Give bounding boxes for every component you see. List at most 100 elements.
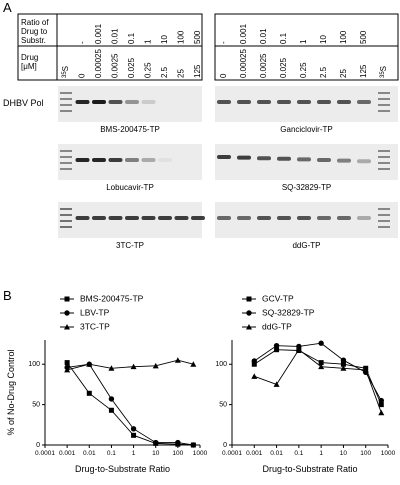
legend-label: ddG-TP bbox=[262, 321, 292, 331]
gel-band bbox=[92, 158, 106, 162]
y-tick-label: 0 bbox=[36, 442, 40, 449]
gel-caption: 3TC-TP bbox=[116, 241, 144, 250]
marker bbox=[295, 346, 302, 353]
drug-cell: 0.25 bbox=[144, 62, 153, 78]
gel-band bbox=[60, 168, 72, 170]
ratio-cell: 1 bbox=[144, 39, 153, 44]
legend-label: 3TC-TP bbox=[80, 321, 110, 331]
y-axis-label: % of No-Drug Control bbox=[6, 349, 16, 435]
row-header: Ratio of bbox=[21, 18, 49, 27]
gel-band bbox=[337, 100, 351, 104]
x-tick-label: 10 bbox=[340, 450, 348, 457]
marker bbox=[130, 426, 137, 432]
drug-cell: 0.025 bbox=[127, 57, 136, 78]
marker bbox=[64, 324, 70, 330]
ratio-cell: 10 bbox=[319, 35, 328, 44]
gel-band bbox=[108, 216, 123, 220]
ratio-cell: 500 bbox=[193, 30, 202, 44]
y-tick-label: 0 bbox=[223, 442, 227, 449]
marker bbox=[340, 361, 346, 367]
x-tick-label: 0.01 bbox=[270, 450, 283, 457]
drug-cell: 0.25 bbox=[299, 62, 308, 78]
gel-band bbox=[158, 216, 172, 220]
gel-band bbox=[378, 220, 390, 222]
drug-cell: 0 bbox=[219, 73, 228, 78]
gel-band bbox=[60, 98, 72, 100]
marker bbox=[190, 442, 197, 448]
row-header: Substr. bbox=[21, 36, 46, 45]
gel-band bbox=[92, 100, 106, 104]
gel-band bbox=[237, 100, 251, 104]
drug-cell: 0 bbox=[78, 73, 87, 78]
marker bbox=[174, 357, 181, 363]
gel-band bbox=[277, 156, 291, 161]
gel-band bbox=[378, 214, 390, 216]
marker bbox=[318, 340, 324, 346]
gel-band bbox=[337, 216, 351, 220]
row-header: Drug bbox=[21, 53, 38, 62]
panel-label: B bbox=[3, 288, 12, 303]
drug-cell: 25 bbox=[339, 69, 348, 78]
legend-label: SQ-32829-TP bbox=[262, 307, 315, 317]
marker bbox=[64, 310, 70, 316]
ratio-cell: 100 bbox=[177, 30, 186, 44]
gel-band bbox=[174, 216, 189, 220]
gel-caption: BMS-200475-TP bbox=[100, 125, 160, 134]
gel-band bbox=[217, 216, 231, 220]
gel-caption: SQ-32829-TP bbox=[282, 183, 331, 192]
marker bbox=[318, 360, 324, 366]
isotope-element: S bbox=[61, 66, 70, 71]
ratio-cell: 0.1 bbox=[127, 32, 136, 44]
y-tick-label: 100 bbox=[215, 361, 227, 368]
marker bbox=[246, 296, 252, 302]
marker bbox=[362, 366, 369, 373]
gel-band bbox=[378, 104, 390, 106]
gel-band bbox=[75, 100, 90, 104]
panel-label: A bbox=[3, 0, 12, 15]
y-tick-label: 50 bbox=[32, 401, 40, 408]
marker bbox=[108, 365, 115, 371]
gel-band bbox=[141, 158, 156, 162]
marker bbox=[378, 402, 384, 408]
ratio-cell: 500 bbox=[359, 30, 368, 44]
ratio-cell: 10 bbox=[160, 35, 169, 44]
gel-band bbox=[378, 162, 390, 164]
series-line bbox=[67, 359, 194, 371]
row-header: Drug to bbox=[21, 27, 48, 36]
x-tick-label: 100 bbox=[172, 450, 183, 457]
marker bbox=[108, 396, 115, 402]
gel-band bbox=[60, 226, 72, 228]
gel-band bbox=[317, 100, 331, 104]
drug-cell: 125 bbox=[359, 64, 368, 78]
marker bbox=[251, 361, 257, 367]
x-tick-label: 0.001 bbox=[59, 450, 76, 457]
gel-band bbox=[297, 157, 311, 162]
gel-band bbox=[357, 216, 371, 220]
ratio-cell: 0.01 bbox=[259, 28, 268, 44]
gel-band bbox=[60, 156, 72, 158]
x-tick-label: 1 bbox=[132, 450, 136, 457]
gel-band bbox=[217, 100, 231, 104]
gel-band bbox=[378, 226, 390, 228]
gel-band bbox=[60, 162, 72, 164]
y-tick-label: 100 bbox=[28, 361, 40, 368]
drug-cell: 125 bbox=[193, 64, 202, 78]
gel-band bbox=[125, 158, 139, 162]
gel-band bbox=[191, 216, 205, 220]
gel-band bbox=[378, 150, 390, 152]
marker bbox=[378, 409, 385, 416]
marker bbox=[251, 358, 257, 364]
gel-band bbox=[297, 216, 311, 220]
row-label: DHBV Pol bbox=[3, 98, 44, 108]
ratio-cell: - bbox=[78, 41, 87, 44]
x-tick-label: 1 bbox=[319, 450, 323, 457]
marker bbox=[153, 439, 159, 446]
gel-band bbox=[60, 214, 72, 216]
marker bbox=[273, 342, 280, 349]
marker bbox=[64, 360, 70, 366]
gel-band bbox=[108, 158, 123, 162]
drug-cell: 0.0025 bbox=[259, 53, 268, 78]
gel-band bbox=[378, 110, 390, 112]
gel-band bbox=[257, 156, 271, 161]
